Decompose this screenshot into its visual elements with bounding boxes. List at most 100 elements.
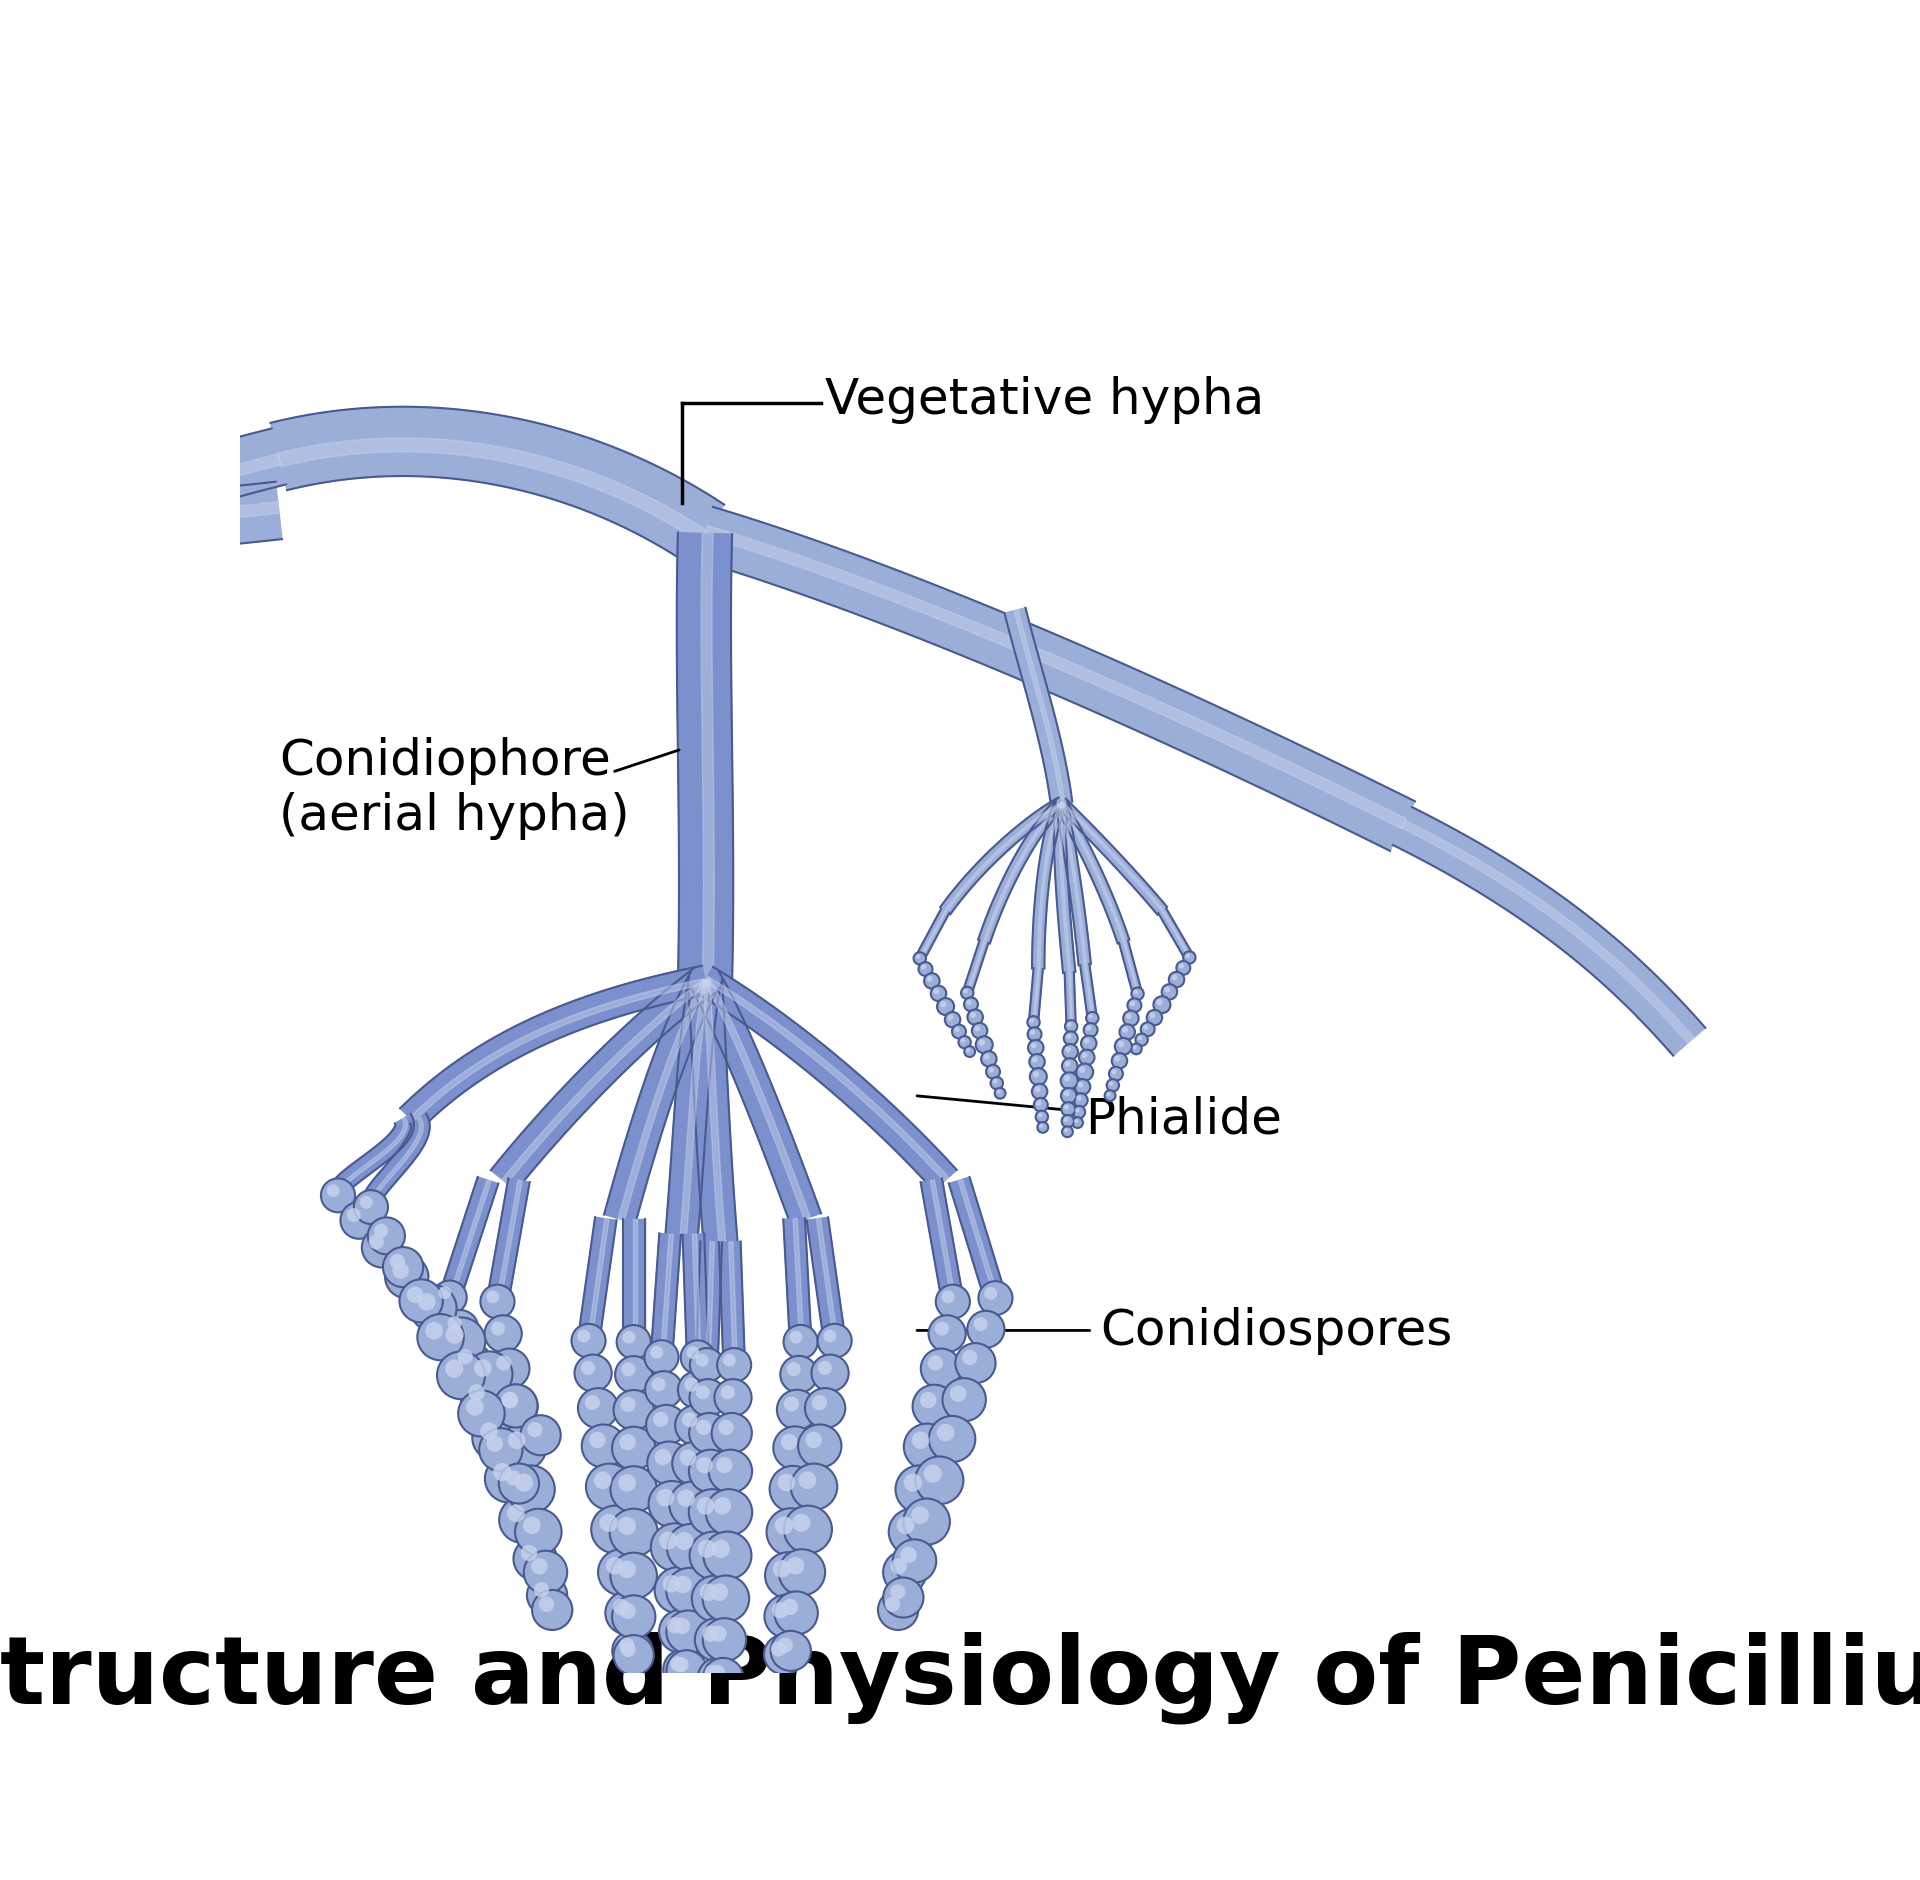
Circle shape [582,1361,595,1374]
Circle shape [1071,1117,1083,1128]
Circle shape [1079,1051,1094,1066]
Polygon shape [1054,803,1075,974]
Circle shape [1083,1023,1098,1038]
Circle shape [407,1288,422,1303]
Circle shape [705,1666,720,1681]
Circle shape [666,1525,714,1572]
Polygon shape [707,1243,714,1365]
Circle shape [586,1395,601,1410]
Polygon shape [958,1181,998,1299]
Circle shape [532,1590,572,1630]
Circle shape [447,1316,461,1331]
Circle shape [507,1504,524,1523]
Text: Structure and Physiology of Penicillium: Structure and Physiology of Penicillium [0,1630,1920,1724]
Circle shape [703,1626,718,1641]
Circle shape [326,1184,340,1198]
Circle shape [924,1465,943,1483]
Circle shape [468,1384,486,1401]
Circle shape [716,1457,733,1474]
Circle shape [659,1532,678,1549]
Circle shape [486,1455,534,1502]
Polygon shape [701,534,714,981]
Polygon shape [1392,808,1705,1057]
Circle shape [676,1532,693,1551]
Circle shape [904,1423,950,1470]
Circle shape [714,1380,751,1416]
Circle shape [684,1378,699,1391]
Circle shape [770,1632,810,1671]
Circle shape [467,1352,513,1399]
Circle shape [962,987,973,1000]
Circle shape [799,1425,841,1468]
Polygon shape [278,438,707,543]
Polygon shape [687,979,737,1245]
Circle shape [1073,1119,1077,1124]
Circle shape [712,1540,730,1559]
Circle shape [929,1316,966,1352]
Circle shape [914,953,925,964]
Circle shape [655,1449,672,1466]
Circle shape [672,1442,716,1485]
Circle shape [674,1656,689,1673]
Polygon shape [697,968,956,1192]
Circle shape [968,1010,983,1025]
Circle shape [931,987,947,1002]
Polygon shape [588,1218,609,1342]
Circle shape [361,1228,401,1267]
Circle shape [1037,1100,1041,1105]
Polygon shape [697,508,1415,852]
Circle shape [618,1560,636,1577]
Circle shape [935,1286,970,1320]
Circle shape [1066,1047,1071,1053]
Circle shape [676,1406,716,1446]
Polygon shape [1033,801,1068,968]
Circle shape [920,1393,937,1408]
Circle shape [501,1391,518,1408]
Circle shape [1029,1068,1046,1085]
Circle shape [954,1028,960,1032]
Polygon shape [503,979,708,1184]
Polygon shape [449,1181,492,1299]
Polygon shape [697,1243,722,1365]
Circle shape [1162,985,1177,1000]
Circle shape [651,1378,666,1391]
Circle shape [818,1324,852,1357]
Circle shape [697,1658,737,1698]
Circle shape [348,1209,361,1222]
Circle shape [778,1474,795,1491]
Polygon shape [718,1243,745,1365]
Circle shape [793,1513,810,1532]
Circle shape [781,1434,797,1449]
Circle shape [369,1235,384,1250]
Polygon shape [1162,910,1190,959]
Circle shape [1075,1109,1079,1113]
Polygon shape [1069,972,1073,1026]
Circle shape [670,1656,685,1671]
Polygon shape [983,803,1062,942]
Circle shape [941,1002,947,1008]
Circle shape [789,1331,803,1344]
Circle shape [670,1481,716,1528]
Circle shape [607,1557,624,1575]
Circle shape [1114,1057,1119,1062]
Circle shape [540,1596,555,1613]
Circle shape [532,1559,547,1575]
Polygon shape [962,940,989,995]
Circle shape [611,1510,659,1557]
Circle shape [1035,1111,1048,1124]
Circle shape [780,1355,818,1393]
Text: Conidiospores: Conidiospores [1100,1307,1453,1355]
Circle shape [1183,951,1196,964]
Polygon shape [1029,968,1043,1023]
Circle shape [774,1592,818,1636]
Polygon shape [622,1218,645,1342]
Circle shape [484,1316,522,1352]
Circle shape [495,1355,511,1371]
Circle shape [979,1040,985,1045]
Circle shape [691,1575,739,1622]
Circle shape [697,1457,712,1474]
Circle shape [956,1344,996,1384]
Circle shape [895,1466,943,1513]
Circle shape [507,1466,555,1513]
Circle shape [438,1352,486,1399]
